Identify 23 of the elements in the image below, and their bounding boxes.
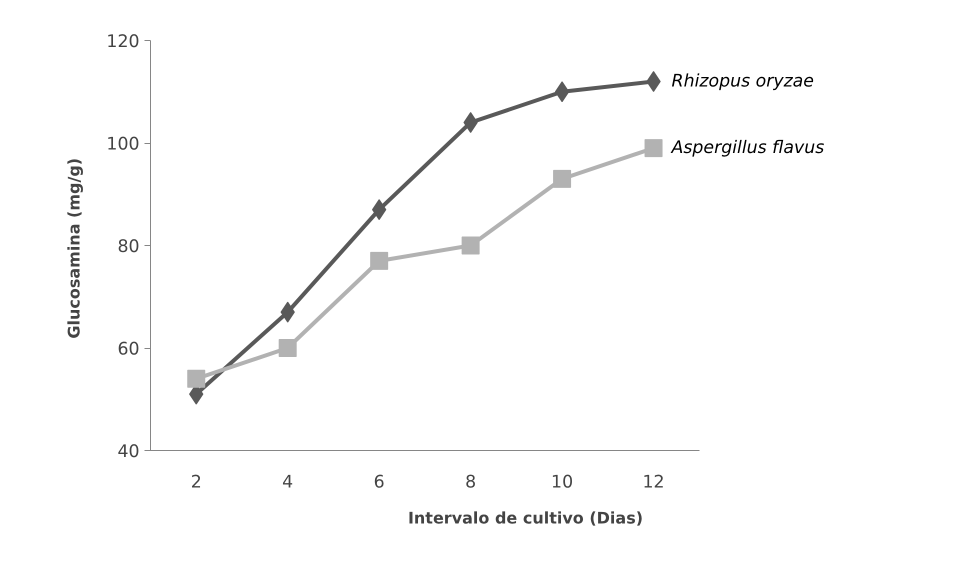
y-axis-title: Glucosamina (mg/g) (64, 158, 84, 339)
point (644, 139, 663, 158)
x-axis-title: Intervalo de cultivo (Dias) (408, 508, 644, 528)
series-label: Rhizopus oryzae (672, 72, 814, 92)
x-tick-label: 2 (190, 472, 202, 492)
y-tick-label: 100 (106, 134, 140, 154)
y-tick-label: 40 (117, 442, 140, 462)
x-tick-label: 6 (374, 472, 385, 492)
y-tick-label: 60 (117, 340, 140, 360)
point (646, 71, 661, 92)
point (553, 170, 572, 188)
x-tick-label: 10 (551, 472, 574, 492)
point (463, 112, 478, 133)
y-tick-label: 80 (117, 237, 140, 257)
y-tick-label: 120 (106, 32, 140, 52)
x-tick-label: 4 (282, 472, 294, 492)
point (278, 339, 297, 357)
point (462, 236, 480, 254)
series-label: Aspergillus flavus (670, 138, 824, 158)
point (187, 370, 206, 388)
point (370, 252, 388, 270)
x-tick-label: 8 (465, 472, 476, 492)
x-tick-label: 12 (642, 472, 665, 492)
